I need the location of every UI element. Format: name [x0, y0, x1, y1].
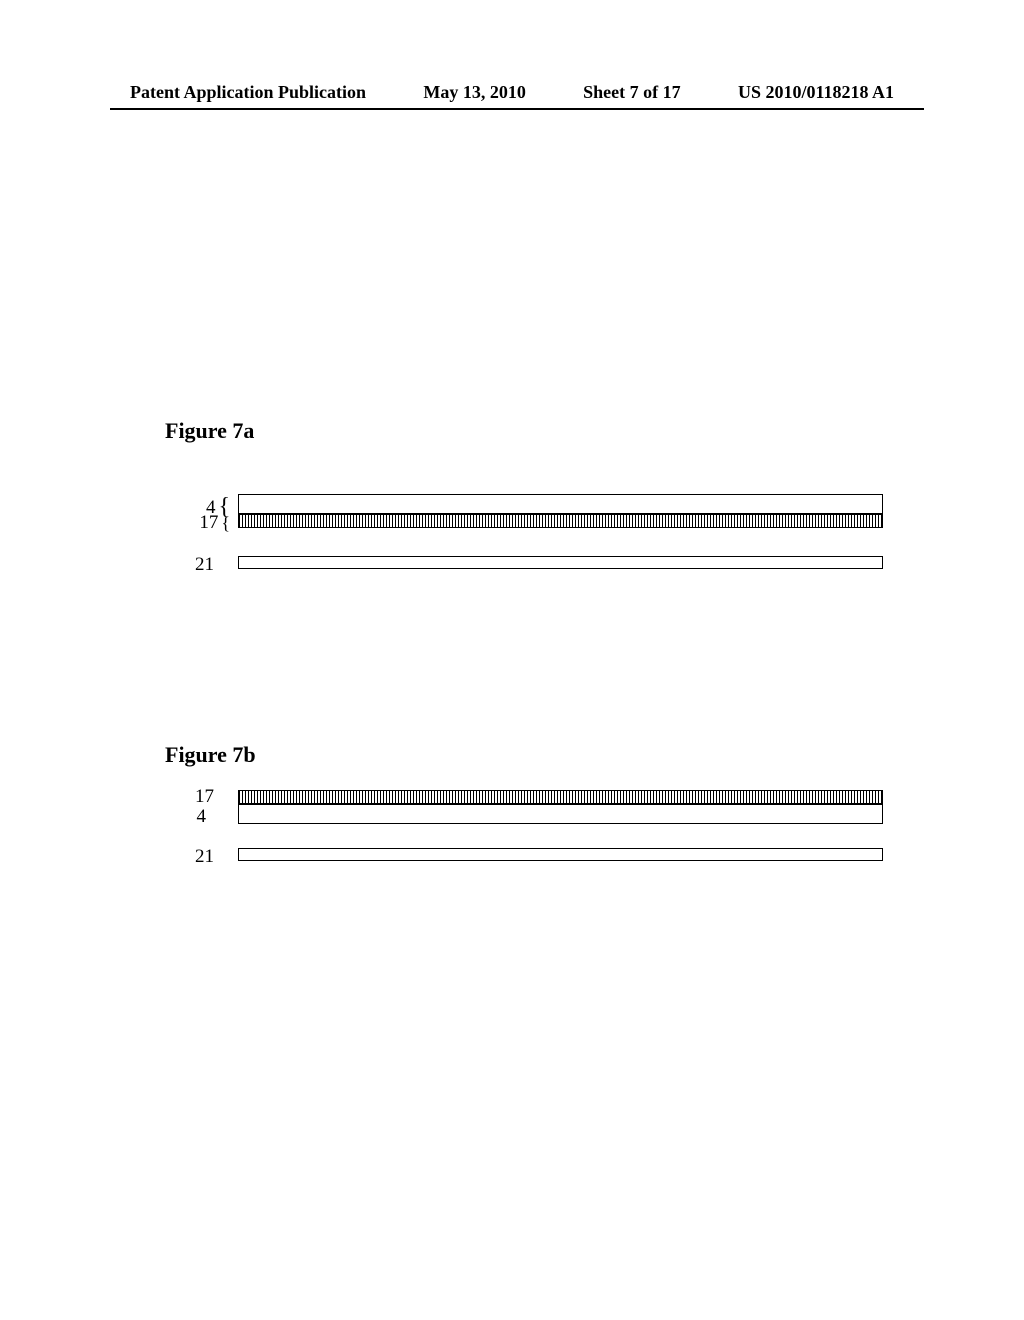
publication-date: May 13, 2010	[423, 82, 526, 103]
layer-group-7a: 4 { 17 { 21	[238, 494, 883, 569]
layer-17	[238, 514, 883, 528]
publication-type: Patent Application Publication	[130, 82, 366, 103]
layer-gap	[238, 528, 883, 556]
layer-label-17: 17	[195, 786, 238, 808]
layer-group-7b: 17 4 21	[238, 790, 883, 861]
figure-7b-diagram: 17 4 21	[238, 790, 883, 861]
publication-number: US 2010/0118218 A1	[738, 82, 894, 103]
bracket-icon: {	[221, 513, 230, 534]
figure-7b-title: Figure 7b	[165, 742, 256, 768]
sheet-info: Sheet 7 of 17	[583, 82, 681, 103]
layer-label-21: 21	[195, 846, 238, 868]
layer-label-17: 17 {	[199, 512, 238, 534]
layer-21	[238, 556, 883, 569]
layer-label-4: 4	[197, 806, 239, 828]
layer-gap	[238, 824, 883, 848]
layer-4	[238, 494, 883, 514]
page-header: Patent Application Publication May 13, 2…	[0, 82, 1024, 103]
figure-7a-title: Figure 7a	[165, 418, 254, 444]
layer-label-21: 21	[195, 554, 238, 576]
layer-4	[238, 804, 883, 824]
header-divider	[110, 108, 924, 110]
layer-17	[238, 790, 883, 804]
figure-7a-diagram: 4 { 17 { 21	[238, 494, 883, 569]
layer-21	[238, 848, 883, 861]
